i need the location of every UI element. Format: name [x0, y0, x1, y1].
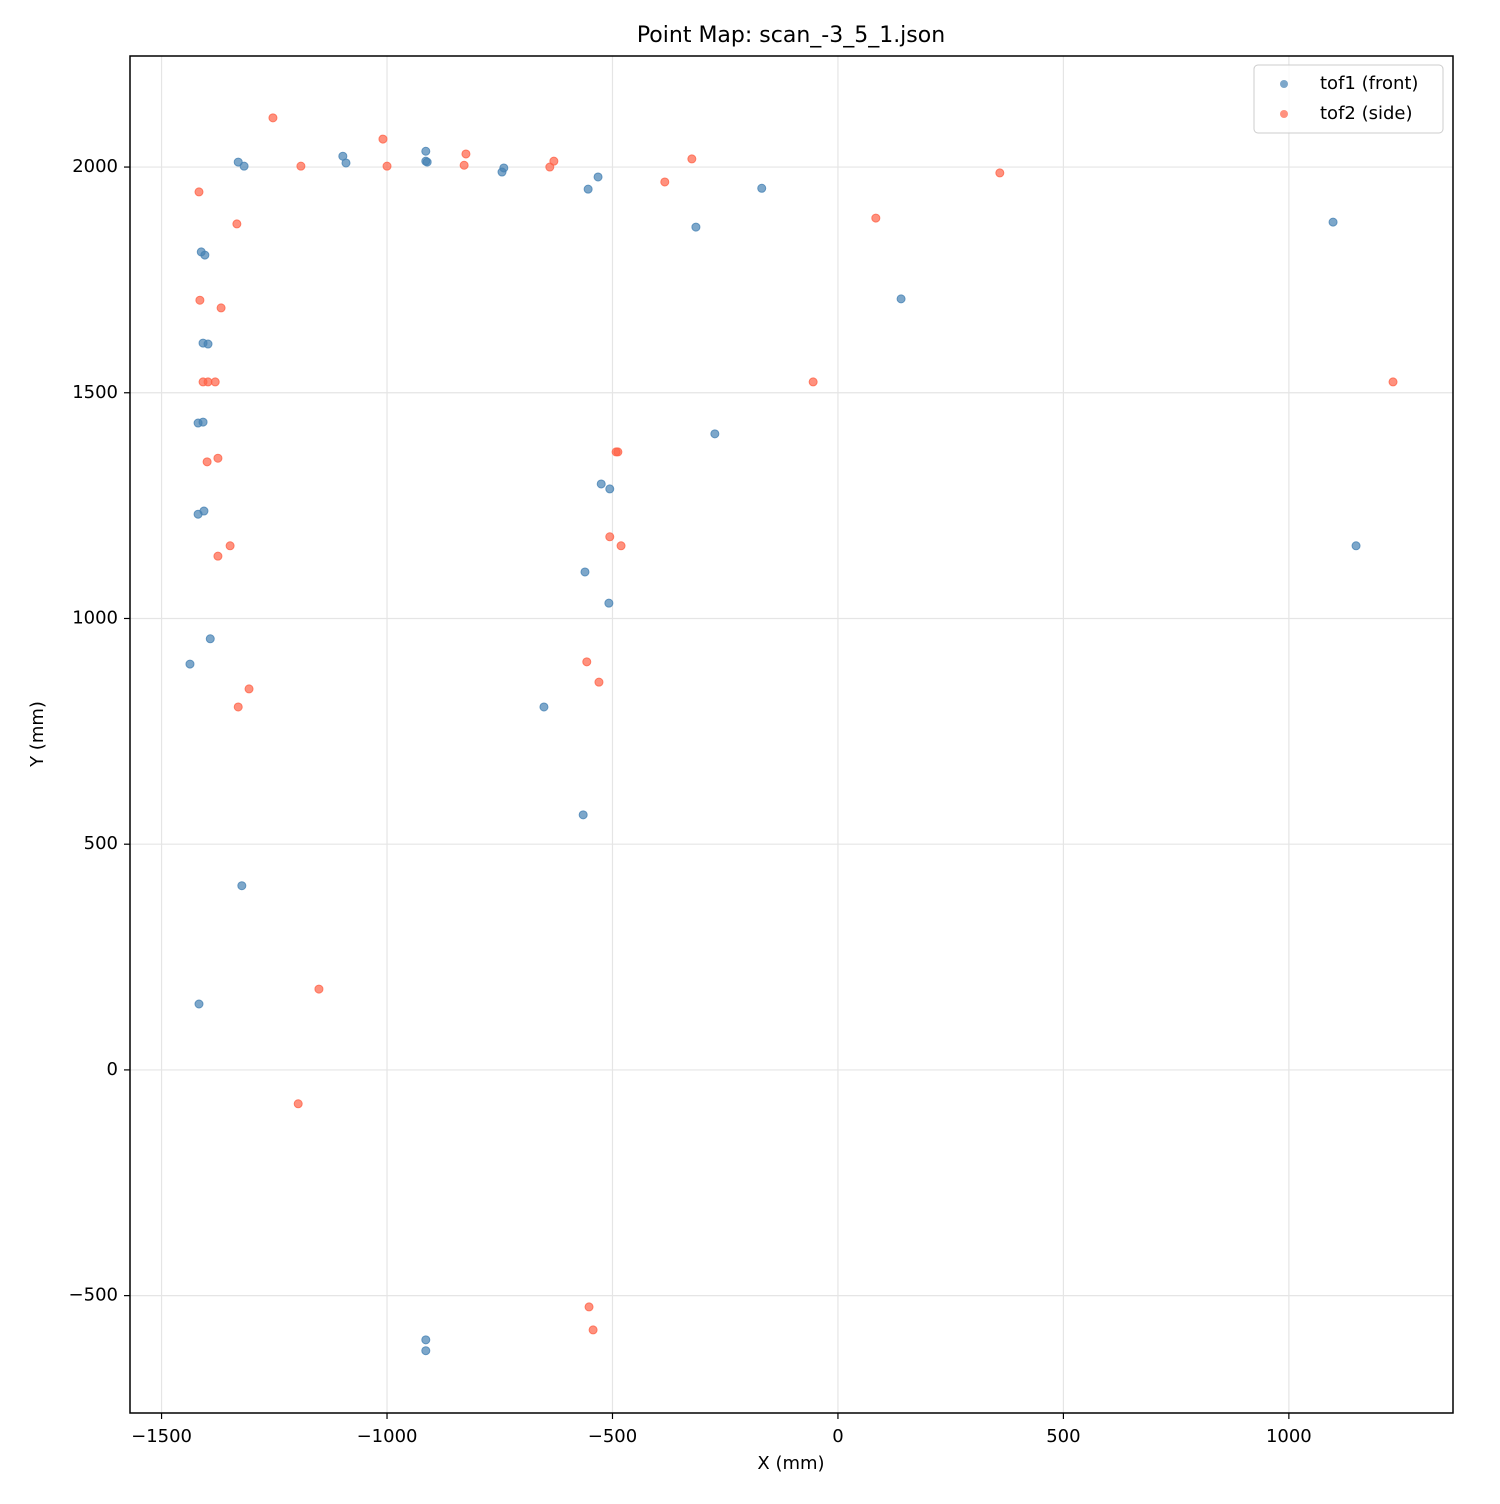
y-tick-label: 0 — [107, 1059, 118, 1080]
point — [596, 479, 606, 489]
point — [194, 999, 204, 1009]
point — [497, 167, 507, 177]
point — [421, 1335, 431, 1345]
point — [203, 339, 213, 349]
point — [616, 541, 626, 551]
point — [687, 154, 697, 164]
legend-label: tof1 (front) — [1320, 73, 1418, 94]
point — [605, 532, 615, 542]
x-tick-label: −1500 — [131, 1426, 192, 1447]
point — [583, 184, 593, 194]
x-axis-label: X (mm) — [757, 1453, 824, 1474]
plot-frame — [129, 55, 1454, 1414]
point — [195, 295, 205, 305]
point — [422, 157, 432, 167]
point — [871, 213, 881, 223]
chart-title: Point Map: scan_-3_5_1.json — [637, 23, 945, 48]
point — [605, 484, 615, 494]
x-tick-label: −500 — [588, 1426, 637, 1447]
point — [239, 161, 249, 171]
point — [421, 146, 431, 156]
point — [459, 160, 469, 170]
y-tick-label: 2000 — [72, 156, 118, 177]
point — [588, 1325, 598, 1335]
y-axis-label: Y (mm) — [27, 701, 48, 768]
point — [293, 1099, 303, 1109]
point — [233, 702, 243, 712]
point — [205, 634, 215, 644]
point — [314, 984, 324, 994]
point — [580, 567, 590, 577]
point — [660, 177, 670, 187]
legend-box — [1253, 64, 1444, 134]
point — [194, 187, 204, 197]
point — [199, 506, 209, 516]
point — [185, 659, 195, 669]
point — [594, 677, 604, 687]
point — [582, 657, 592, 667]
point — [244, 684, 254, 694]
point — [198, 417, 208, 427]
x-tick-label: 500 — [1046, 1426, 1080, 1447]
point — [896, 294, 906, 304]
point — [578, 810, 588, 820]
point — [341, 158, 351, 168]
point — [995, 168, 1005, 178]
y-tick-label: 1000 — [72, 607, 118, 628]
legend-label: tof2 (side) — [1320, 103, 1413, 124]
point — [213, 453, 223, 463]
legend-marker — [1280, 80, 1288, 88]
point — [1328, 217, 1338, 227]
point — [296, 161, 306, 171]
point — [210, 377, 220, 387]
point — [216, 303, 226, 313]
point — [584, 1302, 594, 1312]
x-tick-label: 0 — [832, 1426, 843, 1447]
point — [691, 222, 701, 232]
point — [378, 134, 388, 144]
point — [232, 219, 242, 229]
point — [545, 162, 555, 172]
x-tick-label: 1000 — [1266, 1426, 1312, 1447]
point — [808, 377, 818, 387]
point — [710, 429, 720, 439]
point — [613, 447, 623, 457]
x-tick-label: −1000 — [357, 1426, 418, 1447]
y-tick-label: 1500 — [72, 382, 118, 403]
point — [461, 149, 471, 159]
y-tick-label: 500 — [84, 833, 118, 854]
point — [268, 113, 278, 123]
point — [421, 1346, 431, 1356]
point — [1388, 377, 1398, 387]
point — [237, 881, 247, 891]
point — [202, 457, 212, 467]
point — [757, 183, 767, 193]
legend-marker — [1280, 110, 1288, 118]
point — [1351, 541, 1361, 551]
point — [200, 250, 210, 260]
point — [604, 598, 614, 608]
y-tick-label: −500 — [69, 1285, 118, 1306]
point — [213, 551, 223, 561]
point — [593, 172, 603, 182]
point — [225, 541, 235, 551]
point — [382, 161, 392, 171]
point — [539, 702, 549, 712]
